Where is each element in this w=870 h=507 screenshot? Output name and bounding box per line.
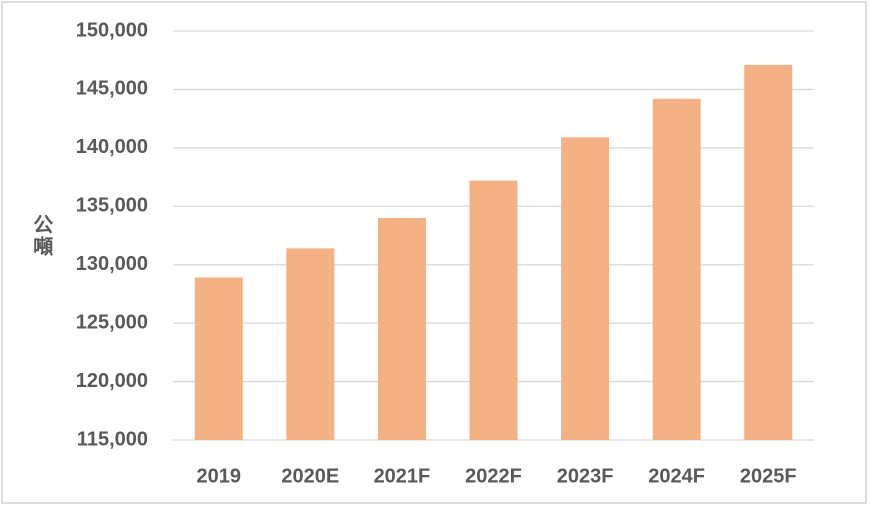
bar (377, 217, 426, 440)
y-tick-label: 125,000 (76, 311, 148, 333)
x-tick-label: 2021F (374, 465, 431, 487)
y-tick-label: 140,000 (76, 136, 148, 158)
bar (561, 137, 610, 440)
bar (286, 248, 335, 440)
bar (744, 64, 793, 440)
y-tick-label: 115,000 (77, 428, 148, 450)
y-tick-label: 120,000 (76, 370, 148, 392)
x-tick-label: 2025F (740, 465, 797, 487)
x-tick-label: 2023F (557, 465, 614, 487)
y-tick-label: 145,000 (76, 78, 148, 100)
y-tick-label: 150,000 (76, 19, 148, 41)
x-tick-label: 2024F (648, 465, 705, 487)
bar (469, 180, 518, 440)
bar (194, 277, 243, 440)
x-tick-label: 2022F (465, 465, 522, 487)
x-tick-label: 2020E (281, 465, 339, 487)
bar (652, 98, 701, 440)
x-tick-label: 2019 (197, 465, 242, 487)
y-tick-label: 130,000 (76, 253, 148, 275)
y-axis-label: 公噸 (30, 214, 53, 258)
y-tick-label: 135,000 (76, 195, 148, 217)
